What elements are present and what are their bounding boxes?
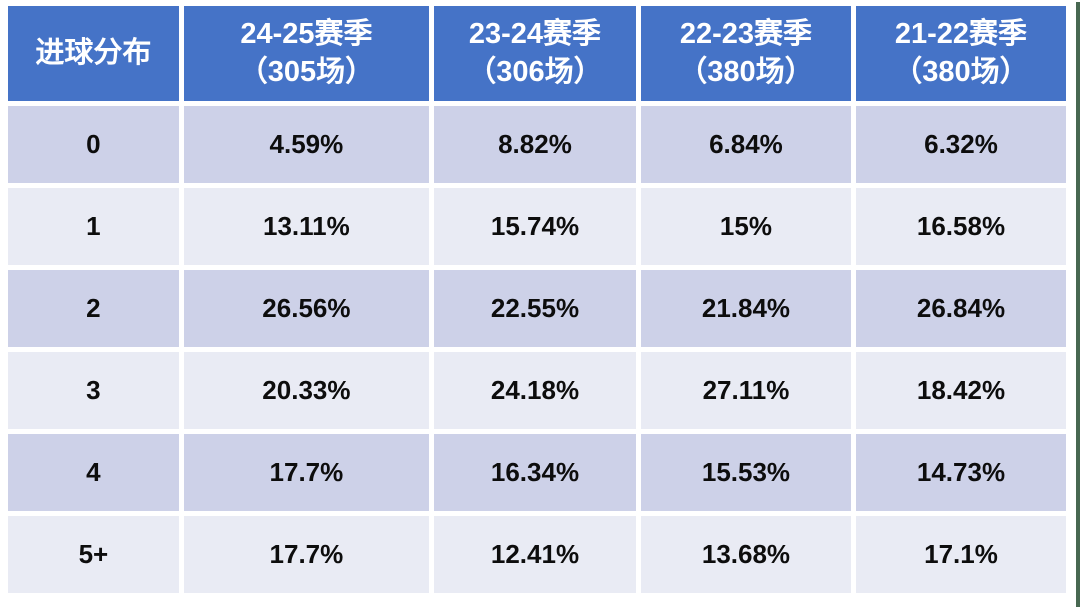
table-cell: 21.84% [640, 270, 851, 347]
table-cell: 17.1% [855, 516, 1066, 593]
row-label: 0 [8, 106, 179, 183]
column-header-season-23-24: 23-24赛季 （306场） [433, 6, 636, 101]
table-cell: 13.68% [640, 516, 851, 593]
table-cell: 16.58% [855, 188, 1066, 265]
table-row-goals-0: 0 4.59% 8.82% 6.84% 6.32% [8, 106, 1066, 183]
header-sublabel: （306场） [467, 55, 603, 88]
header-sublabel: （380场） [678, 55, 814, 88]
page-right-edge-strip [1076, 2, 1080, 607]
table-cell: 24.18% [433, 352, 636, 429]
table-cell: 16.34% [433, 434, 636, 511]
table-cell: 17.7% [183, 434, 429, 511]
table-cell: 15.53% [640, 434, 851, 511]
table-cell: 15.74% [433, 188, 636, 265]
table-cell: 8.82% [433, 106, 636, 183]
table-cell: 13.11% [183, 188, 429, 265]
column-header-season-22-23: 22-23赛季 （380场） [640, 6, 851, 101]
table-row-goals-3: 3 20.33% 24.18% 27.11% 18.42% [8, 352, 1066, 429]
row-label: 3 [8, 352, 179, 429]
header-label: 进球分布 [35, 36, 152, 69]
table-cell: 22.55% [433, 270, 636, 347]
header-sublabel: （380场） [893, 55, 1029, 88]
column-header-season-21-22: 21-22赛季 （380场） [855, 6, 1066, 101]
table-row-goals-1: 1 13.11% 15.74% 15% 16.58% [8, 188, 1066, 265]
table-cell: 12.41% [433, 516, 636, 593]
table-cell: 18.42% [855, 352, 1066, 429]
table-cell: 27.11% [640, 352, 851, 429]
table-cell: 6.84% [640, 106, 851, 183]
column-header-season-24-25: 24-25赛季 （305场） [183, 6, 429, 101]
row-label: 2 [8, 270, 179, 347]
table-row-goals-2: 2 26.56% 22.55% 21.84% 26.84% [8, 270, 1066, 347]
row-label: 1 [8, 188, 179, 265]
column-header-goal-distribution: 进球分布 [8, 6, 179, 101]
table-row-goals-5plus: 5+ 17.7% 12.41% 13.68% 17.1% [8, 516, 1066, 593]
goal-distribution-table: 进球分布 24-25赛季 （305场） 23-24赛季 （306场） 22-23… [3, 1, 1071, 598]
table-cell: 15% [640, 188, 851, 265]
header-row: 进球分布 24-25赛季 （305场） 23-24赛季 （306场） 22-23… [8, 6, 1066, 101]
header-label: 23-24赛季 [468, 18, 602, 51]
table-row-goals-4: 4 17.7% 16.34% 15.53% 14.73% [8, 434, 1066, 511]
row-label: 5+ [8, 516, 179, 593]
header-label: 21-22赛季 [894, 18, 1028, 51]
header-label: 22-23赛季 [679, 18, 813, 51]
table-cell: 6.32% [855, 106, 1066, 183]
table-cell: 20.33% [183, 352, 429, 429]
table-cell: 14.73% [855, 434, 1066, 511]
table-cell: 26.56% [183, 270, 429, 347]
table-cell: 26.84% [855, 270, 1066, 347]
table-cell: 4.59% [183, 106, 429, 183]
row-label: 4 [8, 434, 179, 511]
table-cell: 17.7% [183, 516, 429, 593]
header-label: 24-25赛季 [240, 18, 373, 51]
header-sublabel: （305场） [238, 55, 375, 88]
